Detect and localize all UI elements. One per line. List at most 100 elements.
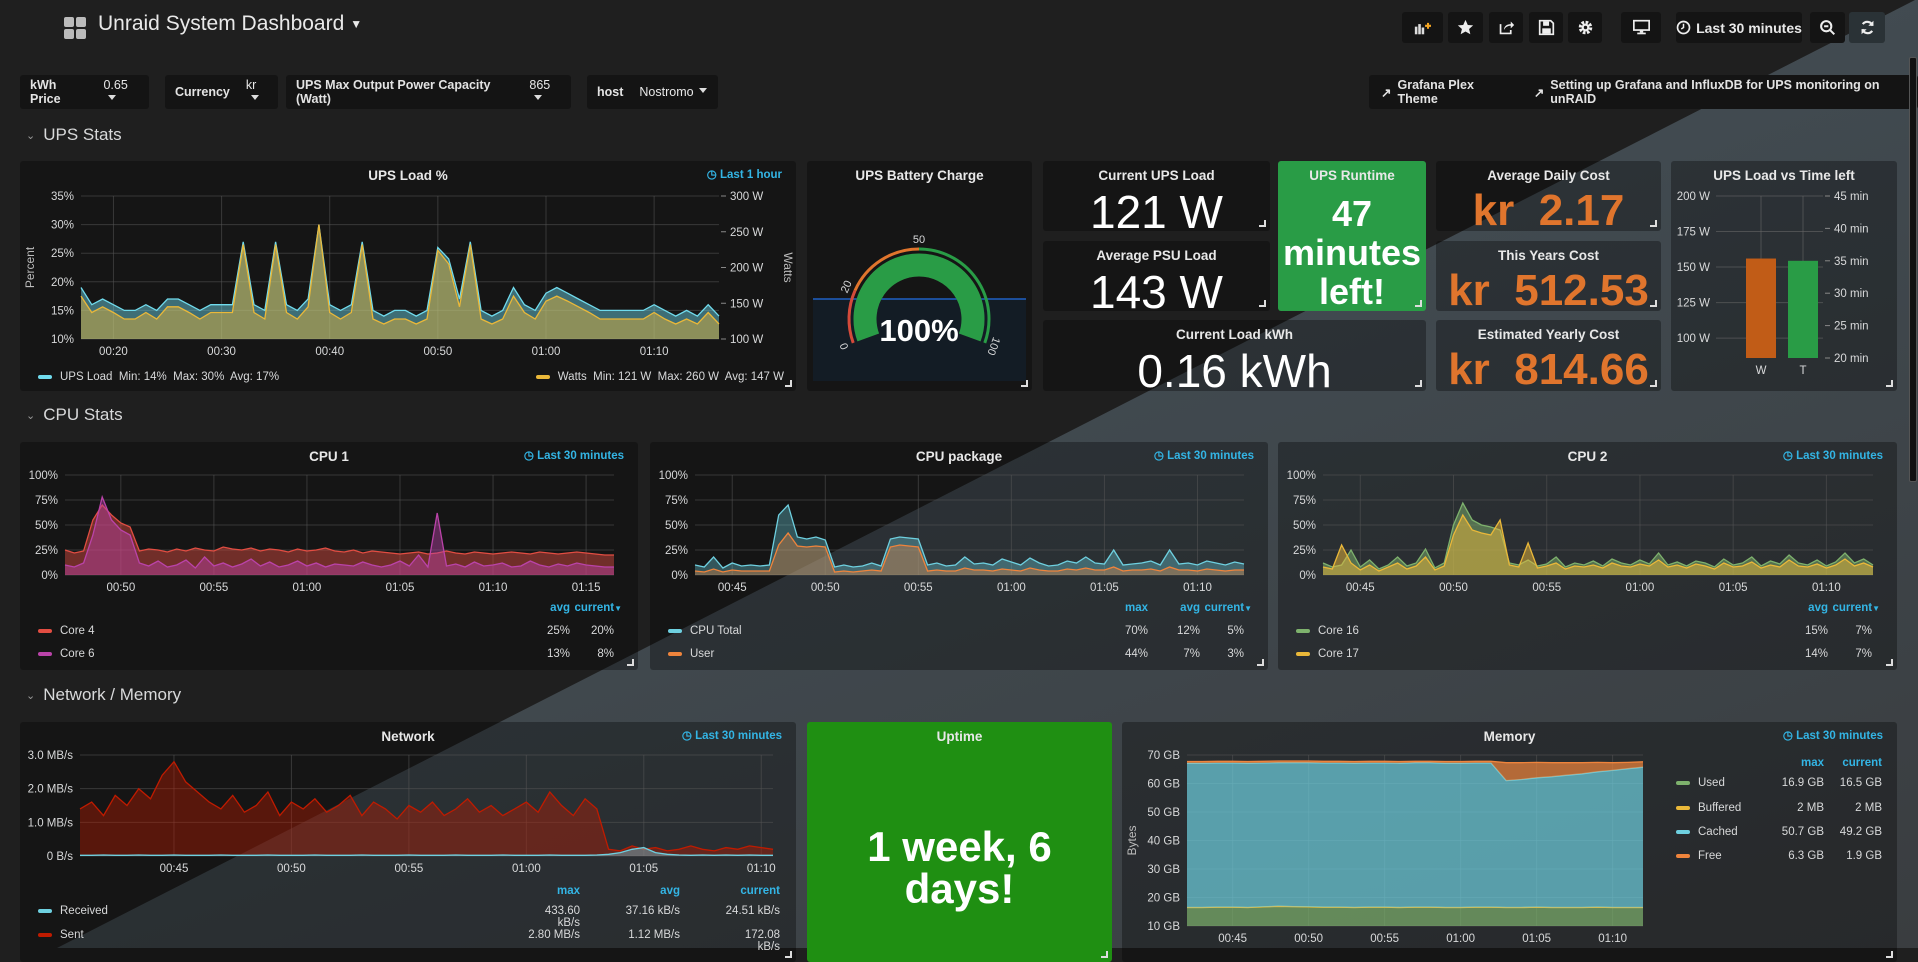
- time-picker-button[interactable]: Last 30 minutes: [1676, 12, 1802, 43]
- panel-average-psu-load[interactable]: Average PSU Load 143 W: [1043, 241, 1270, 311]
- legend-column-avg[interactable]: avg: [510, 602, 570, 614]
- external-link-icon: ↗: [1381, 85, 1392, 100]
- panel-ups-load-vs-time[interactable]: UPS Load vs Time left 100 W 125 W 150 W 175…: [1671, 161, 1897, 391]
- panel-cpu-package[interactable]: CPU package ◷ Last 30 minutes 0% 25% 50% 75…: [650, 442, 1268, 670]
- legend-item[interactable]: Used: [1676, 777, 1725, 789]
- legend-item[interactable]: Buffered: [1676, 802, 1741, 814]
- refresh-button[interactable]: [1849, 12, 1885, 43]
- legend-column-max[interactable]: max: [520, 885, 580, 897]
- variable-ups-max-power[interactable]: UPS Max Output Power Capacity (Watt) 865: [286, 75, 571, 109]
- x-tick-label: 01:10: [1598, 933, 1627, 945]
- row-network-memory[interactable]: ⌄ Network / Memory: [26, 685, 181, 705]
- legend-value-current: 49.2 GB: [1839, 826, 1882, 838]
- network-chart[interactable]: 0 B/s 1.0 MB/s 2.0 MB/s 3.0 MB/s 00:45 00:50 0…: [20, 722, 796, 887]
- legend-column-max[interactable]: max: [1088, 602, 1148, 614]
- legend-item[interactable]: Cached: [1676, 826, 1738, 838]
- legend-column-current[interactable]: current: [1822, 757, 1882, 769]
- legend-item[interactable]: Received: [38, 905, 108, 917]
- legend-name: Core 6: [60, 648, 95, 660]
- variable-value-dropdown[interactable]: 865: [529, 78, 561, 106]
- cpu_package-chart[interactable]: 0% 25% 50% 75% 100% 00:45 00:50 00:55 01:00 01:05…: [650, 442, 1268, 607]
- star-button[interactable]: [1448, 12, 1483, 43]
- y2-tick-label: 200 W: [730, 263, 763, 275]
- panel-network[interactable]: Network ◷ Last 30 minutes 0 B/s 1.0 MB/s 2…: [20, 722, 796, 962]
- cpu1-chart[interactable]: 0% 25% 50% 75% 100% 00:50 00:55 01:00 01:05 01:10…: [20, 442, 638, 607]
- series-line-received: [80, 846, 773, 856]
- variable-value-dropdown[interactable]: kr: [246, 78, 268, 106]
- legend-item[interactable]: CPU Total: [668, 625, 742, 637]
- legend-column-max[interactable]: max: [1764, 757, 1824, 769]
- series-line-core-6: [64, 494, 614, 569]
- memory-chart[interactable]: 10 GB 20 GB 30 GB 40 GB 50 GB 60 GB 70 GB 00:45…: [1122, 722, 1682, 962]
- panel-title: Estimated Yearly Cost: [1477, 327, 1620, 342]
- y-tick-label: 0%: [671, 570, 688, 582]
- legend-item[interactable]: Core 6: [38, 648, 95, 660]
- legend-item[interactable]: Free: [1676, 850, 1722, 862]
- ups-load-chart[interactable]: 10% 15% 20% 25% 30% 35% 00:20 00:30 00:40 00:50 01…: [20, 161, 796, 366]
- share-button[interactable]: [1489, 12, 1523, 43]
- panel-memory[interactable]: Memory ◷ Last 30 minutes 10 GB 20 GB 30 GB…: [1122, 722, 1897, 962]
- panel-battery-charge[interactable]: UPS Battery Charge 0 20 50 100 100%: [807, 161, 1032, 391]
- panel-current-load-kwh[interactable]: Current Load kWh 0.16 kWh: [1043, 320, 1426, 391]
- runtime-line: minutes: [1282, 232, 1422, 273]
- legend-item-ups-load[interactable]: UPS Load Min: 14% Max: 30% Avg: 17%: [38, 371, 279, 383]
- bar-T: [1788, 260, 1818, 358]
- legend-value-avg: 15%: [1804, 625, 1828, 637]
- legend-item[interactable]: Sent: [38, 929, 84, 941]
- variable-kwh-price[interactable]: kWh Price 0.65: [20, 75, 149, 109]
- link-setup-guide[interactable]: ↗ Setting up Grafana and InfluxDB for UPS…: [1522, 75, 1918, 109]
- y-tick-label: 75%: [665, 495, 688, 507]
- legend-item[interactable]: Core 17: [1296, 648, 1359, 660]
- legend-item[interactable]: User: [668, 648, 714, 660]
- legend-column-current[interactable]: current▼: [1192, 602, 1252, 614]
- panel-ups-load[interactable]: UPS Load % ◷ Last 1 hour 10% 15% 20% 25% 30%…: [20, 161, 796, 391]
- legend-item-watts[interactable]: Watts Min: 121 W Max: 260 W Avg: 147 W: [535, 371, 784, 383]
- legend-swatch: [38, 374, 52, 379]
- dashboard-grid-icon[interactable]: [64, 17, 86, 39]
- panel-cpu1[interactable]: CPU 1 ◷ Last 30 minutes 0% 25% 50% 75% 100% 0…: [20, 442, 638, 670]
- clock-icon: [1676, 20, 1691, 35]
- variable-host[interactable]: host Nostromo: [587, 75, 718, 109]
- row-ups-stats[interactable]: ⌄ UPS Stats: [26, 125, 122, 145]
- panel-cpu2[interactable]: CPU 2 ◷ Last 30 minutes 0% 25% 50% 75% 100% 0…: [1278, 442, 1897, 670]
- dashboard-title[interactable]: Unraid System Dashboard ▼: [98, 12, 362, 36]
- panel-title: Network: [381, 729, 435, 744]
- stat-value: 1 week, 6 days!: [867, 823, 1052, 912]
- zoom-out-button[interactable]: [1810, 12, 1845, 43]
- gear-icon: [1578, 20, 1592, 35]
- legend-column-current[interactable]: current: [720, 885, 780, 897]
- link-grafana-plex-theme[interactable]: ↗ Grafana Plex Theme: [1369, 75, 1522, 109]
- settings-button[interactable]: [1568, 12, 1602, 43]
- panel-average-daily-cost[interactable]: Average Daily Cost kr 2.17: [1436, 161, 1661, 231]
- legend-column-current[interactable]: current▼: [562, 602, 622, 614]
- panel-current-ups-load[interactable]: Current UPS Load 121 W: [1043, 161, 1270, 231]
- y-tick-label: 10 GB: [1147, 921, 1180, 933]
- add-panel-button[interactable]: [1402, 12, 1443, 43]
- cpu2-chart[interactable]: 0% 25% 50% 75% 100% 00:45 00:50 00:55 01:00 01:05…: [1278, 442, 1897, 607]
- legend-name: Cached: [1698, 826, 1738, 838]
- x-tick-label: W: [1756, 365, 1767, 377]
- row-cpu-stats[interactable]: ⌄ CPU Stats: [26, 405, 123, 425]
- scrollbar[interactable]: [1909, 57, 1917, 482]
- legend-column-avg[interactable]: avg: [1140, 602, 1200, 614]
- panel-title: CPU 1: [309, 449, 349, 464]
- variable-value-dropdown[interactable]: Nostromo: [639, 85, 706, 99]
- legend-item[interactable]: Core 16: [1296, 625, 1359, 637]
- panel-ups-runtime[interactable]: UPS Runtime 47 minutes left!: [1278, 161, 1426, 311]
- legend-column-avg[interactable]: avg: [1768, 602, 1828, 614]
- save-button[interactable]: [1529, 12, 1563, 43]
- tv-mode-button[interactable]: [1621, 12, 1661, 43]
- panel-estimated-yearly-cost[interactable]: Estimated Yearly Cost kr 814.66: [1436, 320, 1661, 391]
- panel-title: Current Load kWh: [1176, 327, 1293, 342]
- panel-this-years-cost[interactable]: This Years Cost kr 512.53: [1436, 241, 1661, 311]
- y-tick-label: 70 GB: [1147, 750, 1180, 762]
- legend-value-avg: 1.12 MB/s: [628, 929, 680, 941]
- variable-currency[interactable]: Currency kr: [165, 75, 278, 109]
- panel-title: Current UPS Load: [1098, 168, 1215, 183]
- variable-value-dropdown[interactable]: 0.65: [103, 78, 139, 106]
- legend-column-current[interactable]: current▼: [1820, 602, 1880, 614]
- load-vs-time-chart: 100 W 125 W 150 W 175 W 200 W 20 min 25 min 30 …: [1677, 191, 1869, 377]
- legend-item[interactable]: Core 4: [38, 625, 95, 637]
- legend-column-avg[interactable]: avg: [620, 885, 680, 897]
- panel-uptime[interactable]: Uptime 1 week, 6 days!: [807, 722, 1112, 962]
